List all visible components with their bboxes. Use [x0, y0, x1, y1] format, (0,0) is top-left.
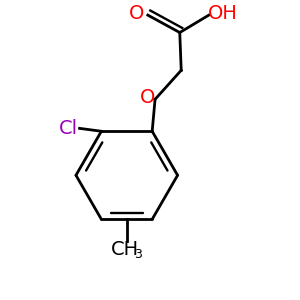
Text: 3: 3 [134, 248, 142, 261]
Text: Cl: Cl [58, 119, 77, 138]
Text: O: O [140, 88, 155, 107]
Text: OH: OH [208, 4, 238, 23]
Text: CH: CH [111, 240, 140, 259]
Text: O: O [129, 4, 145, 23]
